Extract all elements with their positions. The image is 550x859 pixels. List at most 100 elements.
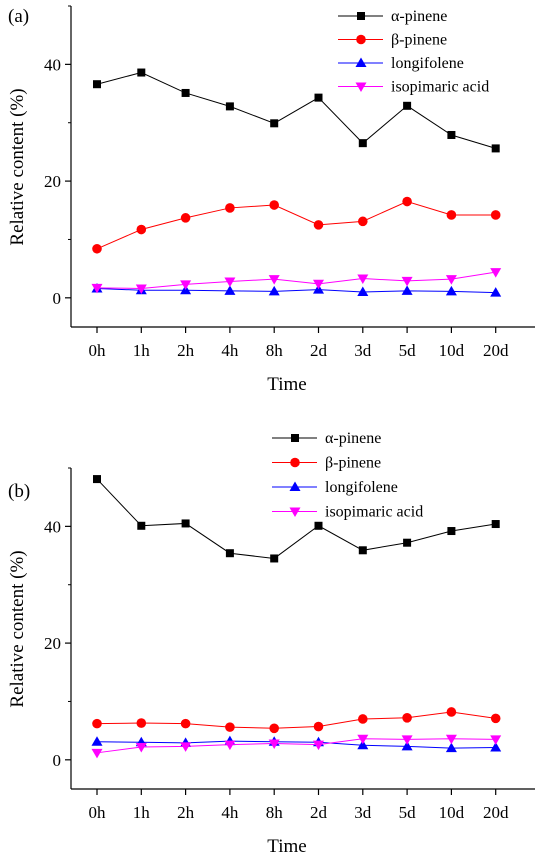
data-point [402, 712, 412, 723]
legend-entry: isopimaric acid [272, 504, 423, 521]
y-tick-label: 0 [53, 289, 62, 308]
data-point [491, 144, 500, 153]
data-point [358, 714, 368, 724]
x-tick-label: 8h [266, 803, 284, 822]
x-tick-label: 5d [399, 341, 417, 360]
series-line [96, 738, 496, 754]
data-point [91, 283, 103, 294]
data-point [269, 200, 280, 210]
x-axis-title: Time [267, 374, 306, 395]
series-line [96, 200, 496, 250]
legend-entry: longifolene [338, 55, 464, 72]
data-point [225, 722, 235, 732]
chart-panel-a: (a) 0 20 40 0h 1h 2h 4h 8h 2d 3d 5d 10d 20d α-pinene… [7, 5, 535, 395]
legend-marker [357, 12, 365, 20]
data-point [313, 740, 324, 751]
data-point [268, 285, 280, 296]
data-point [445, 742, 457, 753]
data-point [137, 68, 146, 77]
legend-label: longifolene [325, 479, 398, 496]
legend-marker [289, 481, 301, 491]
x-tick-label: 20d [483, 341, 509, 360]
x-tick-label: 10d [439, 341, 465, 360]
data-point [446, 707, 457, 717]
x-tick-label: 2h [177, 803, 195, 822]
x-tick-label: 5d [399, 803, 417, 822]
data-point [92, 243, 102, 254]
data-point [357, 286, 369, 296]
y-tick-label: 0 [53, 751, 62, 770]
data-point [490, 287, 502, 297]
data-point [358, 139, 367, 148]
data-point [270, 119, 279, 128]
legend-entry: longifolene [272, 479, 398, 496]
data-point [403, 101, 412, 110]
x-tick-label: 2d [310, 341, 328, 360]
data-point [225, 102, 234, 111]
legend-marker [355, 82, 367, 92]
plot-area: 0 20 40 0h 1h 2h 4h 8h 2d 3d 5d 10d 20d [44, 467, 535, 822]
legend-label: β-pinene [391, 32, 447, 49]
y-tick-label: 20 [44, 172, 61, 191]
data-point [180, 718, 191, 729]
series-α-pinene [93, 68, 500, 153]
data-point [269, 723, 280, 734]
data-point [180, 742, 192, 752]
x-axis-title: Time [267, 836, 306, 857]
x-tick-label: 4h [221, 803, 239, 822]
series-line [96, 287, 496, 294]
legend-marker [290, 457, 300, 468]
data-point [225, 203, 235, 213]
x-tick-label: 20d [483, 803, 509, 822]
data-point [401, 740, 413, 751]
data-point [181, 88, 190, 97]
data-point [445, 275, 457, 285]
legend-label: β-pinene [325, 455, 381, 472]
data-point [224, 740, 236, 751]
data-point [491, 520, 500, 529]
series-β-pinene [92, 196, 501, 254]
data-point [137, 521, 146, 530]
x-tick-label: 10d [439, 803, 465, 822]
series-isopimaric acid [91, 268, 502, 294]
data-point [357, 734, 369, 745]
y-tick-label: 20 [44, 634, 61, 653]
x-tick-label: 3d [354, 341, 372, 360]
data-point [445, 734, 457, 745]
series-longifolene [91, 282, 502, 297]
panel-label: (b) [8, 481, 30, 502]
data-point [224, 285, 236, 295]
series-line [96, 711, 496, 729]
data-point [447, 130, 456, 139]
x-tick-label: 2d [310, 803, 328, 822]
legend-label: isopimaric acid [391, 79, 489, 96]
x-tick-label: 3d [354, 803, 372, 822]
x-tick-label: 2h [177, 341, 195, 360]
data-point [224, 277, 236, 287]
data-point [401, 285, 413, 295]
series-line [96, 72, 496, 149]
legend-entry: β-pinene [272, 455, 381, 472]
data-point [268, 275, 280, 285]
data-point [490, 735, 502, 745]
data-point [136, 718, 147, 728]
data-point [313, 220, 324, 230]
legend-marker [355, 57, 367, 67]
legend: α-pinene β-pinene longifolene isopimaric ac… [338, 8, 489, 96]
series-α-pinene [93, 475, 500, 563]
data-point [135, 742, 147, 753]
data-point [180, 280, 192, 290]
series-line [96, 478, 496, 559]
legend-label: α-pinene [391, 8, 447, 25]
legend-label: α-pinene [325, 430, 381, 447]
data-point [181, 519, 190, 528]
plot-area: 0 20 40 0h 1h 2h 4h 8h 2d 3d 5d 10d 20d [44, 5, 535, 360]
legend-marker [356, 34, 366, 45]
series-isopimaric acid [91, 734, 502, 759]
data-point [401, 735, 413, 745]
data-point [93, 475, 101, 484]
data-point [490, 210, 501, 220]
legend-entry: isopimaric acid [338, 79, 489, 96]
x-tick-label: 0h [89, 341, 107, 360]
